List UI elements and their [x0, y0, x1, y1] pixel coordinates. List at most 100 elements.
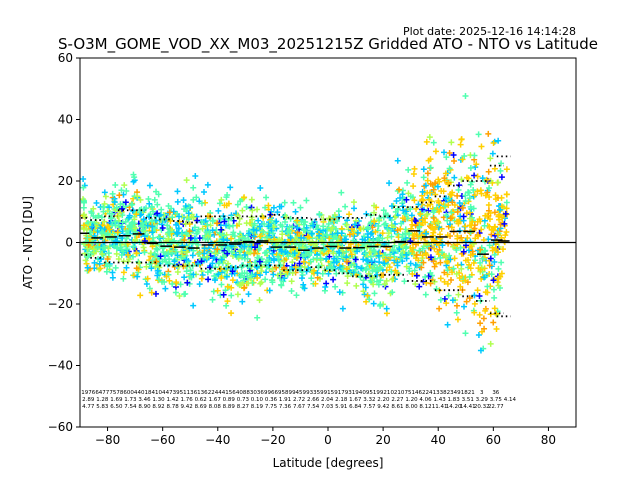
scatter-point: [405, 190, 412, 197]
scatter-point: [156, 276, 163, 283]
scatter-point: [313, 255, 320, 262]
scatter-point: [260, 214, 267, 221]
scatter-point: [388, 203, 395, 210]
scatter-point: [228, 248, 235, 255]
bin-stat: 1.83: [448, 397, 461, 403]
scatter-point: [169, 214, 176, 221]
scatter-point: [134, 193, 141, 200]
scatter-point: [437, 259, 444, 266]
scatter-point: [427, 254, 434, 261]
scatter-point: [229, 277, 236, 284]
scatter-point: [161, 278, 168, 285]
scatter-point: [314, 270, 321, 277]
bin-stat: 2.66: [307, 397, 320, 403]
scatter-point: [104, 223, 111, 230]
scatter-point: [329, 231, 336, 238]
scatter-point: [218, 226, 225, 233]
scatter-point: [450, 265, 457, 272]
scatter-point: [471, 172, 478, 179]
scatter-point: [467, 181, 474, 188]
scatter-point: [474, 218, 481, 225]
bin-stat: 3.75: [490, 397, 503, 403]
scatter-point: [427, 180, 434, 187]
scatter-point: [495, 282, 502, 289]
scatter-point: [428, 272, 435, 279]
bin-stat: 8.90: [138, 404, 151, 410]
scatter-point: [465, 247, 472, 254]
bin-stat: 4739: [166, 390, 180, 396]
scatter-point: [370, 281, 377, 288]
scatter-point: [447, 191, 454, 198]
scatter-point: [487, 155, 494, 162]
scatter-point: [192, 173, 199, 180]
scatter-point: [176, 218, 183, 225]
scatter-point: [256, 258, 263, 265]
scatter-point: [334, 218, 341, 225]
scatter-point: [300, 227, 307, 234]
scatter-point: [346, 211, 353, 218]
scatter-point: [266, 287, 273, 294]
scatter-point: [273, 264, 280, 271]
scatter-point: [497, 167, 504, 174]
bin-stat: 4018: [137, 390, 151, 396]
scatter-point: [498, 270, 505, 277]
scatter-point: [400, 207, 407, 214]
scatter-point: [263, 234, 270, 241]
scatter-point: [394, 157, 401, 164]
scatter-point: [220, 236, 227, 243]
y-tick-label: 60: [58, 51, 73, 65]
scatter-point: [405, 166, 412, 173]
scatter-point: [243, 204, 250, 211]
scatter-point: [118, 205, 125, 212]
scatter-point: [344, 280, 351, 287]
scatter-point: [354, 229, 361, 236]
scatter-point: [210, 288, 217, 295]
scatter-point: [499, 214, 506, 221]
scatter-point: [80, 204, 87, 211]
bin-stat: 2244: [208, 390, 222, 396]
scatter-point: [316, 232, 323, 239]
scatter-point: [422, 182, 429, 189]
bin-stat: 8.08: [209, 404, 222, 410]
scatter-point: [111, 243, 118, 250]
bin-stat: 1.76: [181, 397, 194, 403]
scatter-point: [132, 225, 139, 232]
scatter-point: [403, 251, 410, 258]
scatter-point: [466, 273, 473, 280]
scatter-point: [435, 219, 442, 226]
scatter-point: [333, 259, 340, 266]
scatter-point: [183, 256, 190, 263]
scatter-point: [137, 212, 144, 219]
scatter-point: [430, 139, 437, 146]
scatter-point: [368, 258, 375, 265]
scatter-point: [365, 270, 372, 277]
scatter-point: [466, 189, 473, 196]
scatter-point: [485, 168, 492, 175]
scatter-point: [189, 240, 196, 247]
scatter-point: [479, 175, 486, 182]
scatter-point: [236, 282, 243, 289]
scatter-point: [487, 340, 494, 347]
bin-stat: 9921: [376, 390, 390, 396]
scatter-point: [327, 227, 334, 234]
scatter-point: [286, 227, 293, 234]
scatter-point: [451, 174, 458, 181]
scatter-point: [491, 165, 498, 172]
scatter-point: [254, 314, 261, 321]
scatter-point: [442, 195, 449, 202]
scatter-point: [461, 303, 468, 310]
scatter-point: [423, 138, 430, 145]
bin-stat: 0.89: [223, 397, 236, 403]
scatter-point: [443, 258, 450, 265]
scatter-point: [411, 230, 418, 237]
scatter-point: [362, 284, 369, 291]
scatter-point: [247, 249, 254, 256]
scatter-point: [439, 242, 446, 249]
chart-title: S-O3M_GOME_VOD_XX_M03_20251215Z Gridded …: [58, 35, 598, 54]
scatter-point: [282, 219, 289, 226]
scatter-point: [399, 191, 406, 198]
scatter-point: [136, 260, 143, 267]
scatter-point: [114, 229, 121, 236]
scatter-point: [215, 207, 222, 214]
scatter-point: [214, 287, 221, 294]
